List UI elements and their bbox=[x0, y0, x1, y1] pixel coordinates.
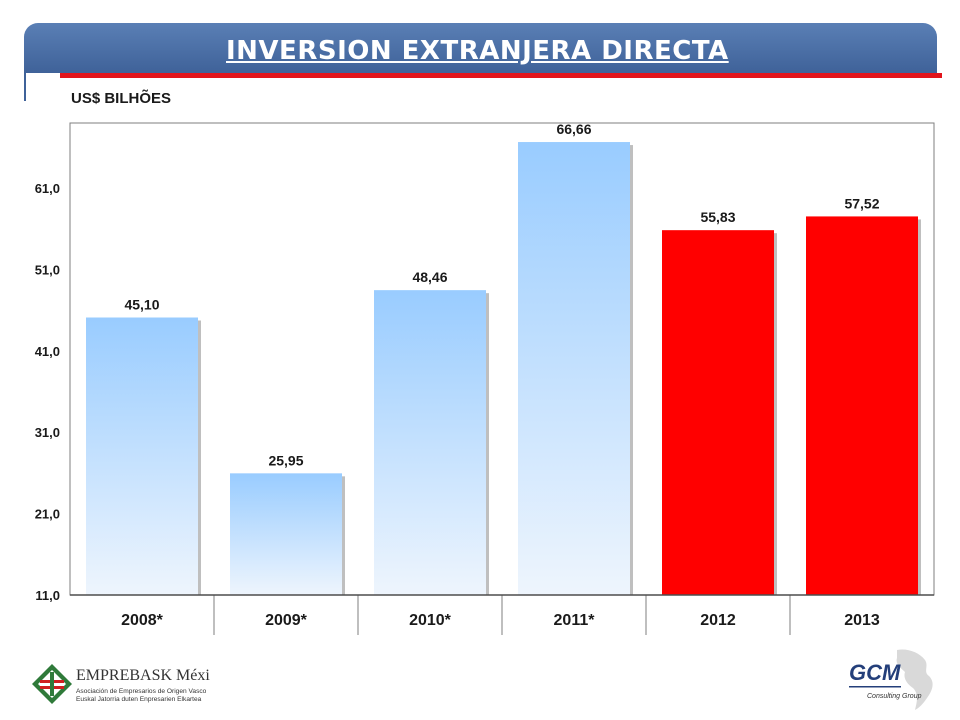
y-tick-label: 41,0 bbox=[35, 344, 60, 359]
emprebask-line2: Euskal Jatorria duten Enpresarien Elkart… bbox=[76, 696, 202, 703]
gcm-underline bbox=[849, 686, 901, 688]
y-tick-label: 21,0 bbox=[35, 507, 60, 522]
gcm-subtitle: Consulting Group bbox=[867, 693, 922, 700]
y-tick-label: 61,0 bbox=[35, 181, 60, 196]
x-tick-label: 2008* bbox=[121, 612, 164, 629]
bar-value-label: 57,52 bbox=[844, 195, 879, 211]
emprebask-emblem-icon bbox=[32, 664, 72, 704]
y-axis: 11,0 21,0 31,0 41,0 51,0 61,0 bbox=[35, 181, 60, 603]
y-tick-label: 51,0 bbox=[35, 262, 60, 277]
bar bbox=[518, 142, 630, 595]
x-tick-label: 2011* bbox=[554, 612, 596, 629]
x-tick-label: 2012 bbox=[700, 612, 736, 629]
x-tick-label: 2009* bbox=[265, 612, 308, 629]
unit-label: US$ BILHÕES bbox=[71, 90, 172, 107]
x-axis: 2008* 2009* 2010* 2011* 2012 2013 bbox=[70, 594, 934, 635]
y-tick-label: 11,0 bbox=[35, 588, 60, 603]
bar bbox=[806, 216, 918, 595]
x-tick-label: 2013 bbox=[844, 612, 880, 629]
gcm-logo: GCM Consulting Group bbox=[849, 649, 933, 710]
header-red-rule bbox=[60, 73, 942, 78]
emprebask-line1: Asociación de Empresarios de Origen Vasc… bbox=[76, 688, 207, 695]
bars: 45,10 25,95 48,46 66,66 55,83 57,52 bbox=[86, 121, 921, 595]
bar-value-label: 48,46 bbox=[412, 269, 447, 285]
page-title: INVERSION EXTRANJERA DIRECTA bbox=[226, 36, 729, 66]
emprebask-logo: EMPREBASK México Asociación de Empresari… bbox=[32, 664, 210, 704]
bar-value-label: 66,66 bbox=[556, 121, 591, 137]
gcm-name: GCM bbox=[849, 660, 901, 685]
header-band bbox=[24, 23, 937, 73]
americas-map-icon bbox=[896, 649, 933, 710]
bar-value-label: 45,10 bbox=[124, 296, 159, 312]
bar bbox=[230, 473, 342, 595]
bar-value-label: 25,95 bbox=[268, 452, 303, 468]
bar bbox=[374, 290, 486, 595]
x-tick-label: 2010* bbox=[409, 612, 452, 629]
bar-value-label: 55,83 bbox=[700, 209, 735, 225]
emprebask-name: EMPREBASK México bbox=[76, 667, 210, 684]
bar bbox=[86, 317, 198, 595]
bar bbox=[662, 230, 774, 595]
header-left-rule bbox=[24, 73, 26, 101]
y-tick-label: 31,0 bbox=[35, 425, 60, 440]
